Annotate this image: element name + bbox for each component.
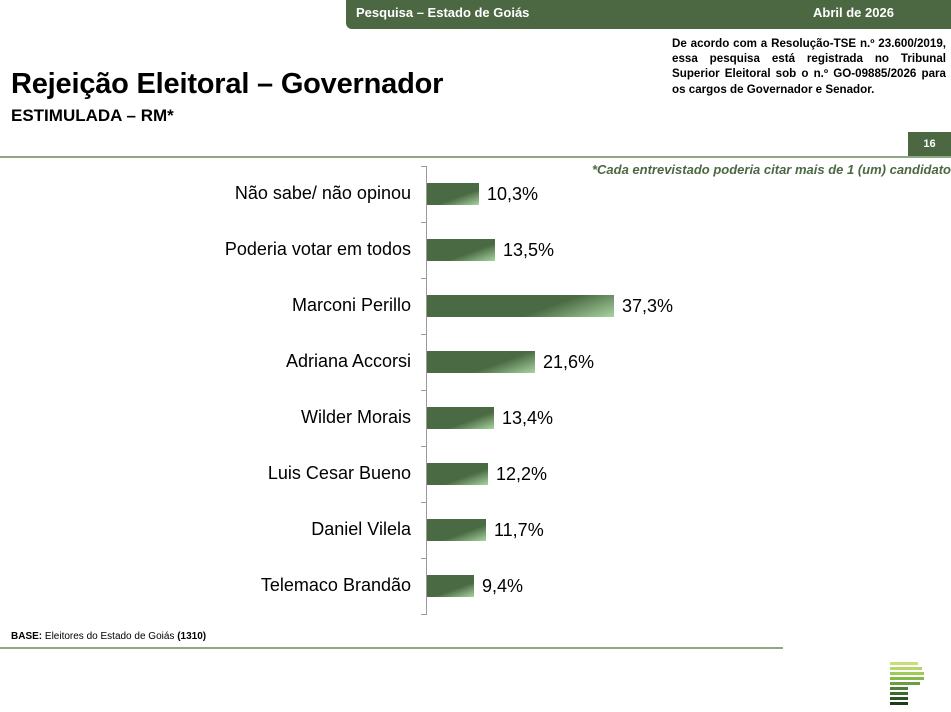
category-label: Adriana Accorsi [285,351,411,371]
chart-row: Daniel Vilela 11,7% [0,502,951,558]
chart-row: Adriana Accorsi 21,6% [0,334,951,390]
chart-row: Marconi Perillo 37,3% [0,278,951,334]
brand-logo-icon [890,662,930,706]
header-divider [0,156,951,158]
value-label: 13,4% [502,408,554,428]
footnote: *Cada entrevistado poderia citar mais de… [591,162,951,177]
category-label: Poderia votar em todos [224,239,411,259]
bar-chart: Não sabe/ não opinou 10,3% Poderia votar e… [0,166,951,616]
chart-row: Não sabe/ não opinou 10,3% [0,166,951,222]
category-label: Não sabe/ não opinou [234,183,411,203]
data-bar [427,463,488,485]
data-bar [427,351,535,373]
data-bar [427,519,486,541]
header-bar: Pesquisa – Estado de Goiás Abril de 2026 [346,0,951,29]
chart-row: Poderia votar em todos 13,5% [0,222,951,278]
base-label: BASE: [11,631,43,642]
data-bar [427,407,494,429]
value-label: 11,7% [494,520,544,540]
base-text: Eleitores do Estado de Goiás [42,631,178,642]
base-count: (1310) [177,631,207,642]
chart-row: Luis Cesar Bueno 12,2% [0,446,951,502]
axis-tick [421,222,427,223]
page-number-badge: 16 [908,132,951,157]
value-label: 10,3% [487,184,539,204]
footer-divider [0,647,783,649]
category-label: Daniel Vilela [311,519,411,539]
data-bar [427,295,614,317]
axis-tick [421,614,427,615]
value-label: 12,2% [496,464,548,484]
value-label: 21,6% [543,352,595,372]
data-bar [427,239,495,261]
axis-tick [421,334,427,335]
category-label: Telemaco Brandão [260,575,411,595]
date-label: Abril de 2026 [813,5,894,20]
registration-note: De acordo com a Resolução-TSE n.º 23.600… [672,37,946,96]
page-subtitle: ESTIMULADA – RM* [11,106,174,125]
axis-tick [421,166,427,167]
category-label: Marconi Perillo [291,295,411,315]
axis-tick [421,278,427,279]
category-label: Wilder Morais [300,407,411,427]
axis-tick [421,446,427,447]
category-label: Luis Cesar Bueno [267,463,411,483]
value-label: 9,4% [482,576,524,596]
axis-tick [421,390,427,391]
axis-tick [421,502,427,503]
survey-label: Pesquisa – Estado de Goiás [356,5,530,20]
data-bar [427,183,479,205]
chart-row: Telemaco Brandão 9,4% [0,558,951,614]
axis-tick [421,558,427,559]
value-label: 37,3% [622,296,674,316]
base-note: BASE: Eleitores do Estado de Goiás (1310… [11,631,206,642]
data-bar [427,575,474,597]
page-title: Rejeição Eleitoral – Governador [11,68,444,100]
value-label: 13,5% [503,240,555,260]
chart-row: Wilder Morais 13,4% [0,390,951,446]
